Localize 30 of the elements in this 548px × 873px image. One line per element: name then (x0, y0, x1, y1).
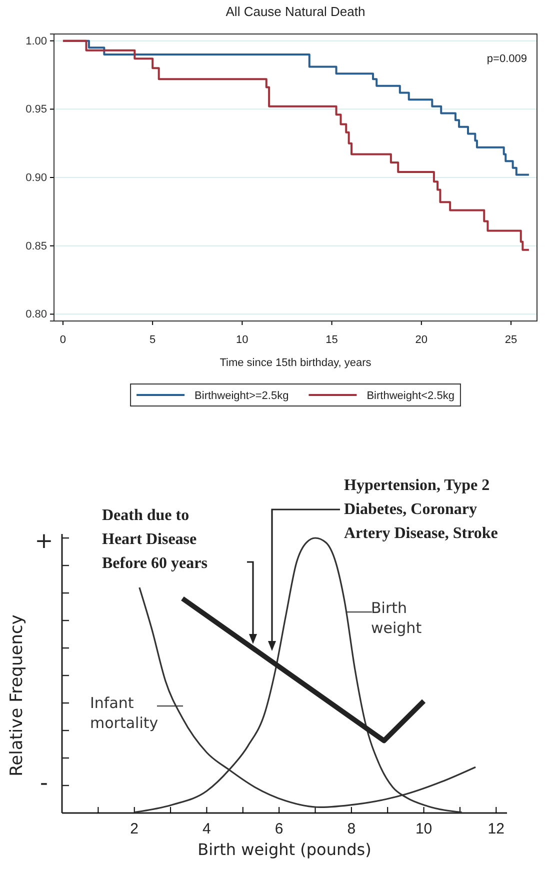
y-tick-label: 0.95 (26, 104, 47, 116)
x-tick-label: 4 (202, 820, 211, 838)
annotation: Death due to Heart Disease Before 60 years (102, 507, 208, 572)
x-tick-label: 15 (326, 334, 338, 346)
x-tick-label: 20 (415, 334, 428, 346)
series-label: Infant mortality (90, 694, 158, 732)
legend-label: Birth weight (371, 599, 422, 637)
text: - (40, 771, 48, 796)
x-axis-title: Time since 15th birthday, years (220, 357, 372, 369)
x-tick-label: 6 (274, 820, 284, 838)
x-tick-label: 10 (415, 820, 432, 838)
y-tick-label: 0.90 (26, 172, 47, 184)
legend-label: Birthweight<2.5kg (366, 390, 454, 402)
y-tick-label: 0.85 (26, 240, 47, 252)
y-tick-label: 1.00 (26, 35, 47, 48)
text: + (34, 529, 54, 554)
x-tick-label: 2 (130, 820, 139, 838)
y-axis-title: Relative Frequency (7, 614, 27, 776)
x-tick-label: 25 (504, 334, 518, 346)
x-tick-label: 10 (236, 334, 248, 346)
x-tick-label: 8 (347, 820, 356, 838)
chart-title: All Cause Natural Death (226, 4, 366, 19)
x-tick-label: 5 (150, 334, 156, 346)
annotation: Hypertension, Type 2 Diabetes, Coronary Artery Disease, Stroke (344, 477, 498, 542)
legend-label: Birthweight>=2.5kg (194, 390, 289, 402)
x-tick-label: 0 (60, 334, 66, 346)
annotation: p=0.009 (486, 53, 527, 65)
y-tick-label: 0.80 (26, 308, 47, 321)
x-tick-label: 12 (488, 820, 504, 838)
x-axis-title: Birth weight (pounds) (198, 840, 372, 859)
